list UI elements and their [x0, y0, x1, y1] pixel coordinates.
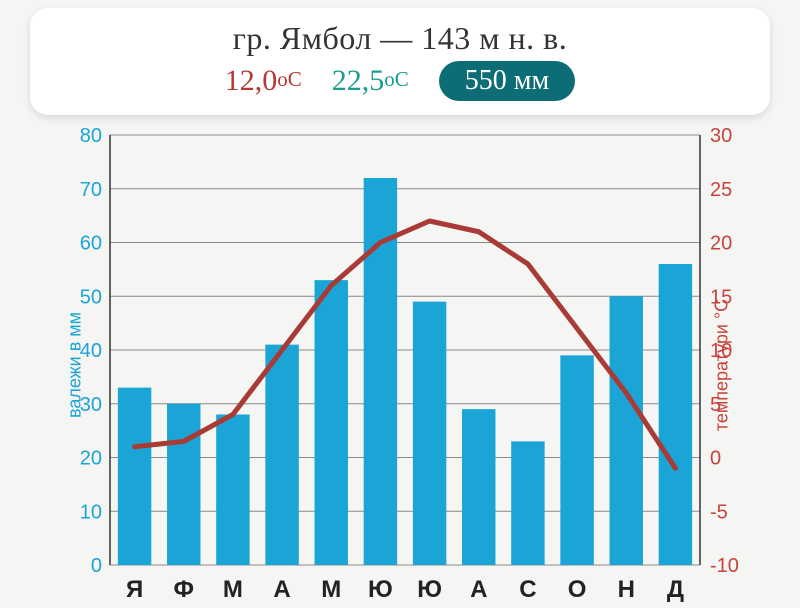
svg-text:60: 60: [80, 233, 102, 255]
deg-unit-1: оС: [277, 67, 302, 91]
svg-text:Д: Д: [667, 576, 684, 603]
header-card: гр. Ямбол — 143 м н. в. 12,0оС 22,5оС 55…: [30, 8, 770, 115]
right-axis-label: температури °С: [711, 299, 732, 431]
city-title: гр. Ямбол — 143 м н. в.: [50, 20, 750, 57]
svg-text:Ю: Ю: [417, 576, 442, 603]
svg-text:20: 20: [80, 448, 102, 470]
svg-text:О: О: [568, 576, 587, 603]
svg-text:Ф: Ф: [174, 576, 194, 603]
svg-text:Н: Н: [618, 576, 635, 603]
left-axis-label: валежи в мм: [65, 312, 86, 418]
svg-text:80: 80: [80, 125, 102, 147]
svg-text:50: 50: [80, 286, 102, 308]
svg-text:20: 20: [710, 233, 732, 255]
svg-text:-5: -5: [710, 501, 728, 523]
chart-svg: 01020304050607080-10-5051015202530ЯФМАМЮ…: [30, 125, 770, 605]
precip-pill: 550 мм: [439, 61, 575, 101]
svg-text:М: М: [223, 576, 243, 603]
avg-temp: 12,0оС: [225, 64, 302, 98]
svg-text:0: 0: [91, 555, 102, 577]
svg-text:0: 0: [710, 448, 721, 470]
max-temp: 22,5оС: [332, 64, 409, 98]
svg-text:-10: -10: [710, 555, 739, 577]
deg-unit-2: оС: [384, 67, 409, 91]
climate-chart: валежи в мм температури °С 0102030405060…: [30, 125, 770, 605]
svg-text:С: С: [519, 576, 536, 603]
stats-row: 12,0оС 22,5оС 550 мм: [50, 61, 750, 101]
svg-text:Я: Я: [126, 576, 143, 603]
svg-text:25: 25: [710, 179, 732, 201]
max-temp-value: 22,5: [332, 64, 385, 97]
svg-text:А: А: [273, 576, 290, 603]
svg-text:М: М: [321, 576, 341, 603]
svg-text:10: 10: [80, 501, 102, 523]
avg-temp-value: 12,0: [225, 64, 278, 97]
svg-text:А: А: [470, 576, 487, 603]
svg-text:Ю: Ю: [368, 576, 393, 603]
svg-text:70: 70: [80, 179, 102, 201]
svg-text:30: 30: [710, 125, 732, 147]
